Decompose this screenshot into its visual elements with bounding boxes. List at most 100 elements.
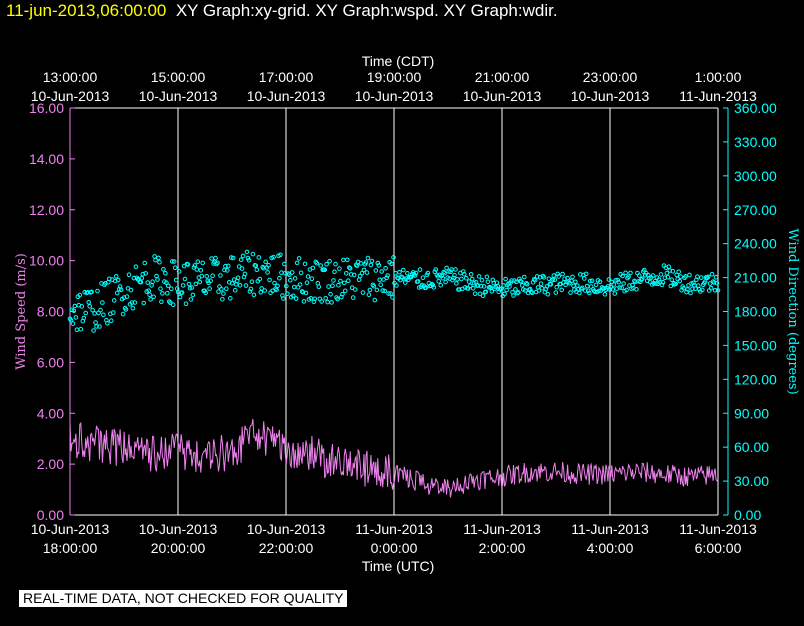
wind-direction-point [159, 299, 164, 305]
wind-direction-point [543, 286, 549, 292]
wind-direction-point [611, 282, 617, 287]
right-axis-label: Wind Direction (degrees) [785, 228, 800, 394]
wind-direction-point [379, 269, 385, 274]
wind-direction-point [254, 267, 260, 273]
wind-direction-point [653, 281, 659, 286]
wind-direction-point [415, 279, 421, 284]
wind-direction-point [367, 287, 373, 293]
wind-direction-point [333, 261, 338, 267]
wind-direction-point [691, 280, 696, 286]
wind-direction-point [621, 281, 626, 286]
wind-direction-point [593, 282, 599, 288]
right-tick-label-6: 180.00 [734, 304, 777, 320]
wind-direction-point [294, 260, 300, 266]
wind-direction-point [210, 273, 215, 279]
wind-direction-point [605, 284, 611, 289]
right-tick-label-8: 240.00 [734, 236, 777, 252]
wind-direction-point [394, 283, 399, 288]
wind-direction-point [89, 289, 94, 295]
wind-direction-point [624, 287, 629, 293]
wind-direction-point [310, 265, 316, 271]
wind-direction-point [587, 278, 593, 284]
wind-direction-point [181, 263, 187, 269]
wind-direction-point [113, 274, 119, 279]
wind-direction-point [185, 262, 191, 267]
bottom-tick-date-2: 10-Jun-2013 [247, 521, 326, 537]
wind-direction-point [237, 283, 243, 288]
wind-direction-point [479, 277, 485, 283]
wind-direction-point [291, 284, 297, 290]
wind-direction-point [697, 287, 702, 292]
wind-direction-point [207, 286, 212, 291]
wind-direction-point [331, 278, 336, 283]
wind-direction-point [335, 296, 340, 302]
wind-direction-point [571, 283, 576, 289]
wind-direction-point [451, 275, 456, 281]
wind-direction-point [131, 275, 137, 281]
wind-direction-point [678, 274, 683, 279]
bottom-tick-time-0: 18:00:00 [43, 540, 98, 556]
wind-direction-point [105, 321, 110, 326]
wind-direction-point [454, 281, 459, 286]
top-tick-date-5: 10-Jun-2013 [571, 88, 650, 104]
wind-direction-point [347, 266, 353, 271]
wind-direction-point [507, 284, 512, 289]
wind-direction-point [442, 270, 447, 276]
wind-direction-point [147, 292, 152, 298]
wind-direction-point [524, 282, 530, 287]
wind-direction-point [180, 283, 186, 288]
wind-direction-point [248, 286, 254, 292]
wind-direction-point [316, 284, 322, 290]
wind-direction-point [90, 307, 95, 313]
wind-direction-point [417, 267, 423, 272]
wind-direction-point [351, 272, 357, 278]
wind-direction-point [705, 274, 711, 280]
wind-direction-point [266, 262, 271, 268]
wind-direction-point [215, 260, 220, 266]
wind-direction-point [637, 273, 642, 278]
wind-direction-point [128, 287, 134, 293]
wind-direction-point [397, 269, 402, 275]
wind-direction-point [259, 286, 265, 291]
wind-direction-point [297, 282, 303, 287]
wind-direction-point [583, 288, 588, 293]
wind-direction-point [577, 290, 582, 296]
wind-direction-point [502, 291, 507, 297]
wind-direction-point [562, 276, 567, 282]
wind-direction-point [299, 289, 305, 294]
left-tick-label-3: 6.00 [37, 354, 64, 370]
wind-direction-point [169, 286, 174, 292]
wind-direction-point [384, 275, 389, 281]
wind-direction-point [560, 271, 565, 277]
wind-direction-point [511, 293, 516, 298]
wind-direction-point [707, 281, 713, 286]
wind-direction-point [154, 273, 159, 279]
wind-direction-point [548, 282, 554, 287]
left-axis-label: Wind Speed (m/s) [14, 253, 29, 370]
wind-direction-point [249, 279, 255, 285]
top-tick-time-6: 1:00:00 [695, 69, 742, 85]
wind-direction-point [551, 273, 557, 278]
wind-direction-point [160, 291, 165, 296]
wind-direction-point [627, 283, 632, 288]
top-tick-time-2: 17:00:00 [259, 69, 314, 85]
wind-direction-point [443, 279, 448, 285]
wind-direction-point [369, 258, 375, 264]
wind-direction-point [146, 288, 151, 294]
wind-direction-point [71, 308, 77, 314]
wind-direction-point [323, 296, 329, 301]
wind-direction-point [433, 267, 439, 272]
wind-direction-point [195, 259, 201, 265]
wind-direction-point [683, 274, 688, 279]
wind-direction-point [153, 257, 158, 263]
bottom-tick-date-4: 11-Jun-2013 [463, 521, 541, 537]
wind-direction-point [489, 289, 495, 294]
wind-direction-point [347, 265, 352, 270]
wind-direction-point [388, 291, 393, 296]
wind-direction-point [142, 260, 147, 266]
wind-direction-point [257, 276, 263, 282]
wind-direction-point [459, 276, 464, 282]
wind-direction-point [301, 299, 307, 304]
wind-direction-point [670, 268, 676, 274]
wind-direction-point [327, 258, 332, 264]
